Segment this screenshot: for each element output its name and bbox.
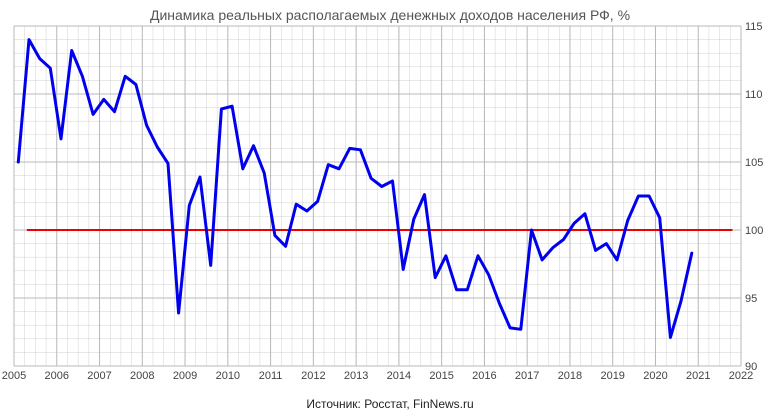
y-tick-label: 90 bbox=[745, 361, 757, 373]
x-tick-label: 2022 bbox=[729, 370, 753, 382]
x-tick-label: 2020 bbox=[643, 370, 667, 382]
x-tick-label: 2015 bbox=[429, 370, 453, 382]
x-tick-label: 2018 bbox=[558, 370, 582, 382]
x-tick-label: 2013 bbox=[344, 370, 368, 382]
x-tick-label: 2017 bbox=[515, 370, 539, 382]
x-tick-label: 2006 bbox=[45, 370, 69, 382]
x-tick-label: 2014 bbox=[387, 370, 411, 382]
x-tick-label: 2021 bbox=[686, 370, 710, 382]
chart-title: Динамика реальных располагаемых денежных… bbox=[150, 7, 630, 23]
y-tick-label: 110 bbox=[745, 89, 763, 101]
y-tick-label: 95 bbox=[745, 293, 757, 305]
x-tick-label: 2011 bbox=[259, 370, 283, 382]
x-tick-label: 2005 bbox=[2, 370, 26, 382]
x-tick-label: 2007 bbox=[87, 370, 111, 382]
grid bbox=[13, 25, 742, 367]
series-line bbox=[16, 38, 694, 339]
x-tick-label: 2008 bbox=[130, 370, 154, 382]
y-tick-label: 100 bbox=[745, 225, 763, 237]
tick-labels: 2005 2006 2007 2008 2009 2010 2011 2012 2013 2014… bbox=[2, 21, 764, 382]
x-tick-label: 2012 bbox=[301, 370, 325, 382]
x-tick-label: 2010 bbox=[216, 370, 240, 382]
x-tick-label: 2009 bbox=[173, 370, 197, 382]
x-tick-label: 2019 bbox=[600, 370, 624, 382]
y-tick-label: 115 bbox=[745, 21, 763, 33]
y-tick-label: 105 bbox=[745, 157, 763, 169]
x-tick-label: 2016 bbox=[472, 370, 496, 382]
source-note: Источник: Росстат, FinNews.ru bbox=[306, 397, 473, 411]
